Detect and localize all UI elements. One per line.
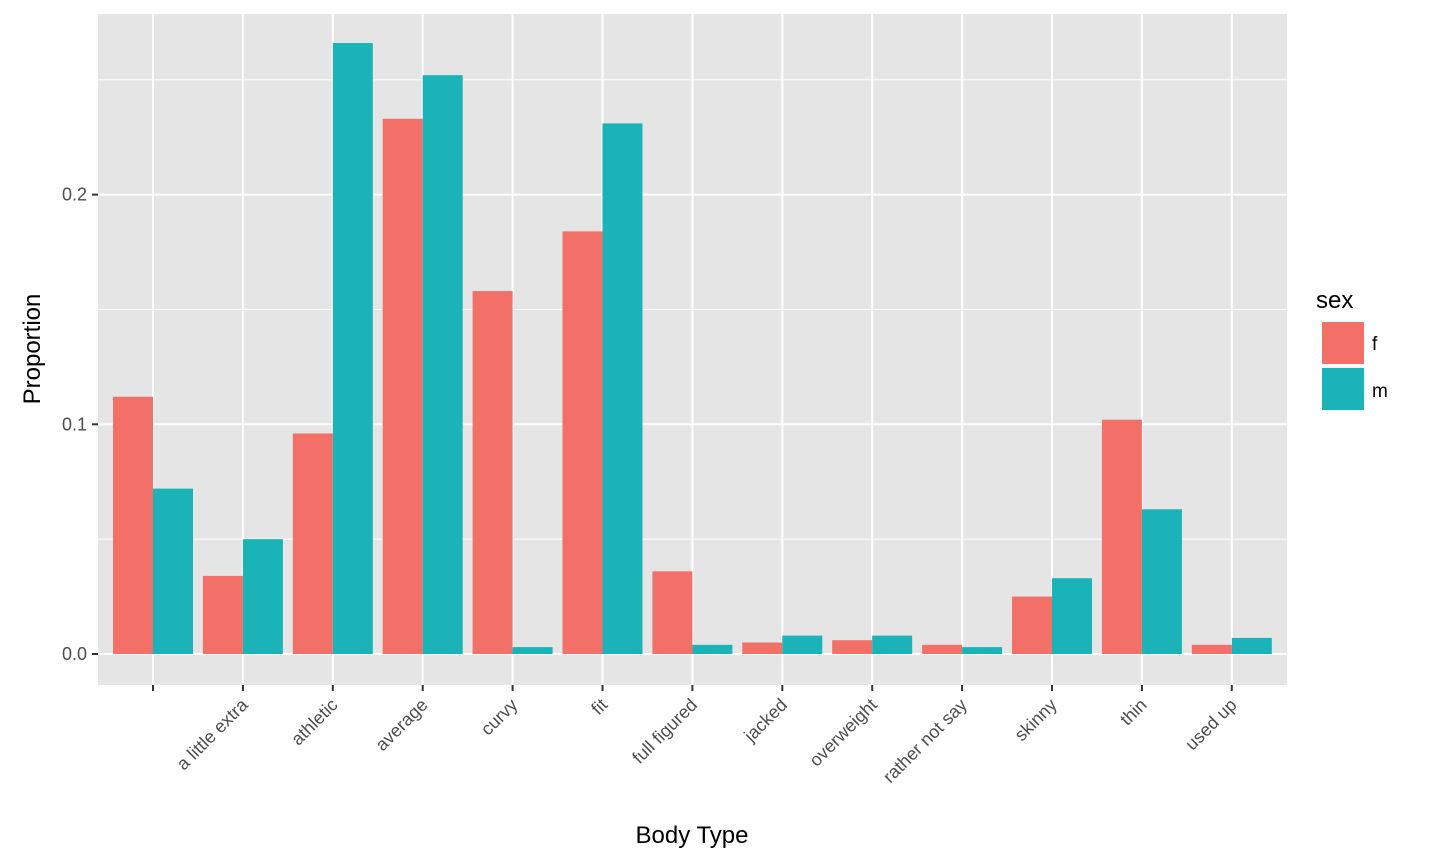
bar-m-fit	[602, 123, 643, 654]
bar-m-a-little-extra	[242, 539, 283, 654]
bar-f-jacked	[742, 642, 783, 654]
bar-m-curvy	[512, 647, 553, 654]
bar-f-skinny	[1012, 596, 1052, 654]
bar-f-average	[382, 118, 423, 654]
x-axis-title: Body Type	[636, 822, 749, 849]
legend-key-f	[1322, 322, 1364, 364]
y-tick-label: 0.0	[62, 644, 87, 664]
bar-f-rather-not-say	[922, 644, 963, 654]
bar-m-used-up	[1231, 637, 1272, 654]
y-axis: 0.0 0.1 0.2	[62, 185, 98, 664]
legend-label-f: f	[1372, 334, 1378, 355]
bars	[113, 42, 1272, 655]
y-tick-label: 0.2	[62, 185, 87, 205]
legend-label-m: m	[1372, 381, 1388, 402]
bar-f-blank	[113, 396, 153, 654]
bar-f-fit	[562, 231, 603, 655]
bar-m-rather-not-say	[962, 647, 1003, 654]
bar-f-used-up	[1191, 644, 1232, 654]
bar-f-thin	[1101, 419, 1142, 654]
y-tick-label: 0.1	[62, 414, 87, 434]
bar-m-athletic	[332, 42, 373, 655]
x-tick-label: jacked	[739, 695, 791, 747]
x-tick-label: fit	[587, 695, 611, 719]
x-tick-label: average	[371, 695, 431, 755]
x-axis: a little extra athletic average curvy fit ful…	[152, 685, 1241, 787]
x-tick-label: used up	[1181, 695, 1240, 754]
bar-f-full-figured	[652, 571, 693, 654]
bar-f-a-little-extra	[202, 575, 243, 654]
bar-f-overweight	[832, 640, 873, 654]
bar-f-athletic	[292, 433, 333, 654]
x-tick-label: overweight	[805, 695, 881, 771]
legend-key-m	[1322, 368, 1364, 410]
bar-m-overweight	[872, 635, 913, 654]
x-tick-label: a little extra	[172, 694, 252, 774]
legend-title: sex	[1316, 287, 1353, 314]
y-axis-title: Proportion	[19, 294, 46, 405]
bar-m-jacked	[782, 635, 823, 654]
bar-m-full-figured	[692, 644, 733, 654]
x-tick-label: full figured	[628, 695, 701, 768]
bar-f-curvy	[472, 291, 513, 654]
x-tick-label: athletic	[287, 695, 341, 749]
bar-m-blank	[153, 488, 193, 654]
x-tick-label: skinny	[1011, 695, 1061, 745]
x-tick-label: thin	[1116, 695, 1151, 730]
bar-m-thin	[1141, 509, 1182, 654]
bar-m-average	[422, 75, 463, 654]
x-tick-label: rather not say	[879, 695, 971, 787]
bar-m-skinny	[1052, 578, 1092, 654]
legend: sex f m	[1316, 287, 1388, 410]
x-tick-label: curvy	[477, 695, 522, 740]
